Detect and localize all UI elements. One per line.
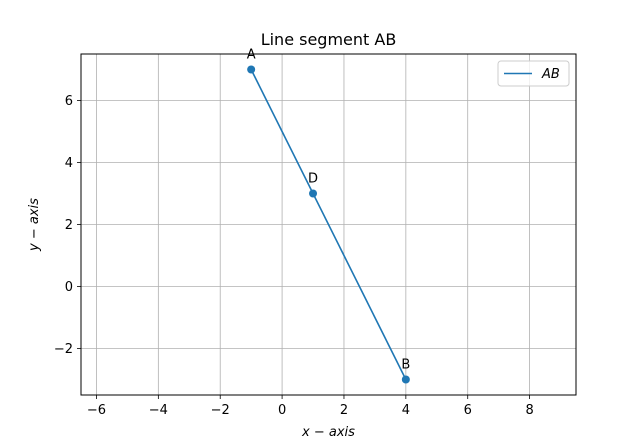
point-marker-d bbox=[309, 189, 318, 198]
x-tick-label: −6 bbox=[87, 403, 106, 418]
point-marker-a bbox=[247, 65, 256, 74]
x-tick-label: 4 bbox=[402, 403, 410, 418]
x-tick-label: 0 bbox=[278, 403, 286, 418]
x-tick-label: 6 bbox=[464, 403, 472, 418]
y-axis-ticks: −2 0 2 4 6 bbox=[54, 94, 81, 357]
legend-label: AB bbox=[541, 67, 560, 82]
series-line-ab bbox=[250, 69, 407, 380]
series-layer bbox=[250, 69, 407, 380]
grid bbox=[81, 54, 576, 395]
legend-box bbox=[497, 60, 570, 87]
x-axis-ticks: −6 −4 −2 0 2 4 6 8 bbox=[87, 395, 534, 418]
x-tick-label: −2 bbox=[211, 403, 230, 418]
y-tick-label: 2 bbox=[65, 218, 73, 233]
y-tick-label: 4 bbox=[65, 156, 73, 171]
y-tick-label: 6 bbox=[65, 94, 73, 109]
x-tick-label: −4 bbox=[149, 403, 168, 418]
x-tick-label: 8 bbox=[525, 403, 533, 418]
legend: AB bbox=[497, 60, 570, 87]
y-tick-label: 0 bbox=[65, 280, 73, 295]
x-axis-label: x − axis bbox=[301, 425, 355, 440]
x-tick-label: 2 bbox=[340, 403, 348, 418]
point-label-b: B bbox=[401, 358, 410, 373]
point-label-d: D bbox=[308, 172, 318, 187]
y-tick-label: −2 bbox=[54, 342, 73, 357]
chart-title: Line segment AB bbox=[261, 30, 397, 49]
points-layer: A D B bbox=[247, 48, 410, 384]
point-label-a: A bbox=[247, 48, 256, 63]
point-marker-b bbox=[401, 375, 410, 384]
y-axis-label: y − axis bbox=[27, 198, 42, 252]
